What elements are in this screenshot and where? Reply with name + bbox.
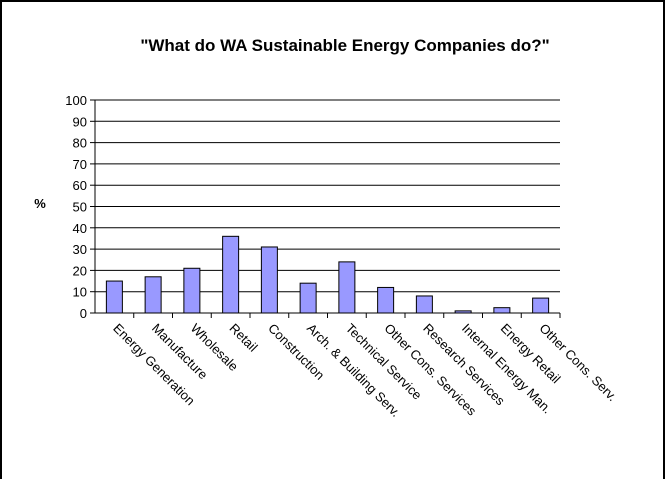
bar — [144, 276, 162, 314]
axes — [90, 99, 561, 318]
y-tick-label: 90 — [73, 114, 87, 129]
gridlines — [95, 99, 560, 293]
y-tick-label: 20 — [73, 263, 87, 278]
x-tick-labels: Energy GenerationManufactureWholesaleRet… — [110, 321, 620, 420]
bars — [105, 235, 550, 314]
y-axis-label: % — [34, 196, 46, 211]
y-tick-label: 50 — [73, 200, 87, 215]
x-tick-label: Retail — [227, 321, 261, 355]
y-tick-label: 70 — [73, 157, 87, 172]
y-tick-label: 60 — [73, 178, 87, 193]
y-tick-label: 80 — [73, 136, 87, 151]
chart-title: "What do WA Sustainable Energy Companies… — [140, 36, 549, 55]
bar — [493, 307, 511, 314]
y-tick-label: 30 — [73, 242, 87, 257]
bar — [260, 246, 278, 314]
y-tick-label: 10 — [73, 285, 87, 300]
bar — [377, 286, 395, 314]
bar — [532, 297, 550, 314]
bar — [105, 280, 123, 314]
y-tick-label: 0 — [80, 306, 87, 321]
y-tick-label: 100 — [65, 93, 87, 108]
y-tick-labels: 0 10 20 30 40 50 60 70 80 90 100 — [65, 93, 87, 321]
bar — [338, 261, 356, 314]
bar — [183, 267, 201, 314]
bar — [222, 235, 240, 314]
bar — [415, 295, 433, 314]
bar — [299, 282, 317, 314]
y-tick-label: 40 — [73, 221, 87, 236]
